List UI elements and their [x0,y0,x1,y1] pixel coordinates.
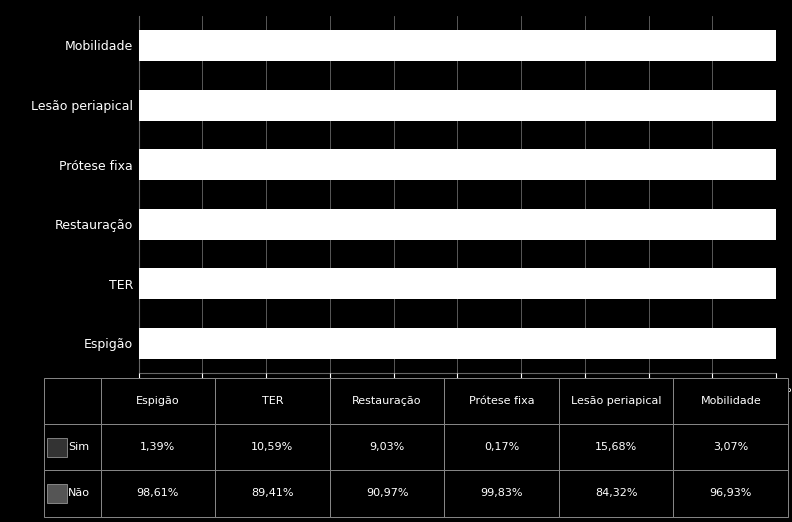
Bar [101,424,215,470]
Bar [673,378,788,424]
Bar [44,424,101,470]
Bar [329,470,444,517]
Bar [444,470,559,517]
Text: 90,97%: 90,97% [366,489,408,499]
Bar [47,484,67,503]
Bar [139,90,776,121]
Bar [101,470,215,517]
Text: 98,61%: 98,61% [137,489,179,499]
Text: 89,41%: 89,41% [251,489,294,499]
Text: TER: TER [261,396,284,406]
Bar [139,149,776,180]
Bar [215,378,329,424]
Bar [444,424,559,470]
Bar [215,424,329,470]
Text: Restauração: Restauração [352,396,422,406]
Bar [559,424,673,470]
Text: 96,93%: 96,93% [710,489,752,499]
Bar [673,470,788,517]
Bar [559,470,673,517]
Text: 10,59%: 10,59% [251,442,294,453]
Bar [329,424,444,470]
Bar [215,470,329,517]
Text: 0,17%: 0,17% [484,442,520,453]
Bar [44,378,101,424]
Bar [139,268,776,299]
Text: Prótese fixa: Prótese fixa [469,396,535,406]
Text: Não: Não [68,489,90,499]
Bar [673,424,788,470]
Text: 9,03%: 9,03% [369,442,405,453]
Bar [444,378,559,424]
Bar [47,438,67,457]
Text: Sim: Sim [68,442,89,453]
Bar [44,470,101,517]
Bar [139,209,776,240]
Text: 15,68%: 15,68% [595,442,638,453]
Text: 1,39%: 1,39% [140,442,176,453]
Text: 84,32%: 84,32% [595,489,638,499]
Text: Mobilidade: Mobilidade [700,396,761,406]
Bar [101,378,215,424]
Text: Lesão periapical: Lesão periapical [571,396,661,406]
Bar [329,378,444,424]
Text: 3,07%: 3,07% [713,442,748,453]
Text: Espigão: Espigão [136,396,180,406]
Bar [139,328,776,359]
Text: 99,83%: 99,83% [481,489,523,499]
Bar [559,378,673,424]
Bar [139,30,776,61]
